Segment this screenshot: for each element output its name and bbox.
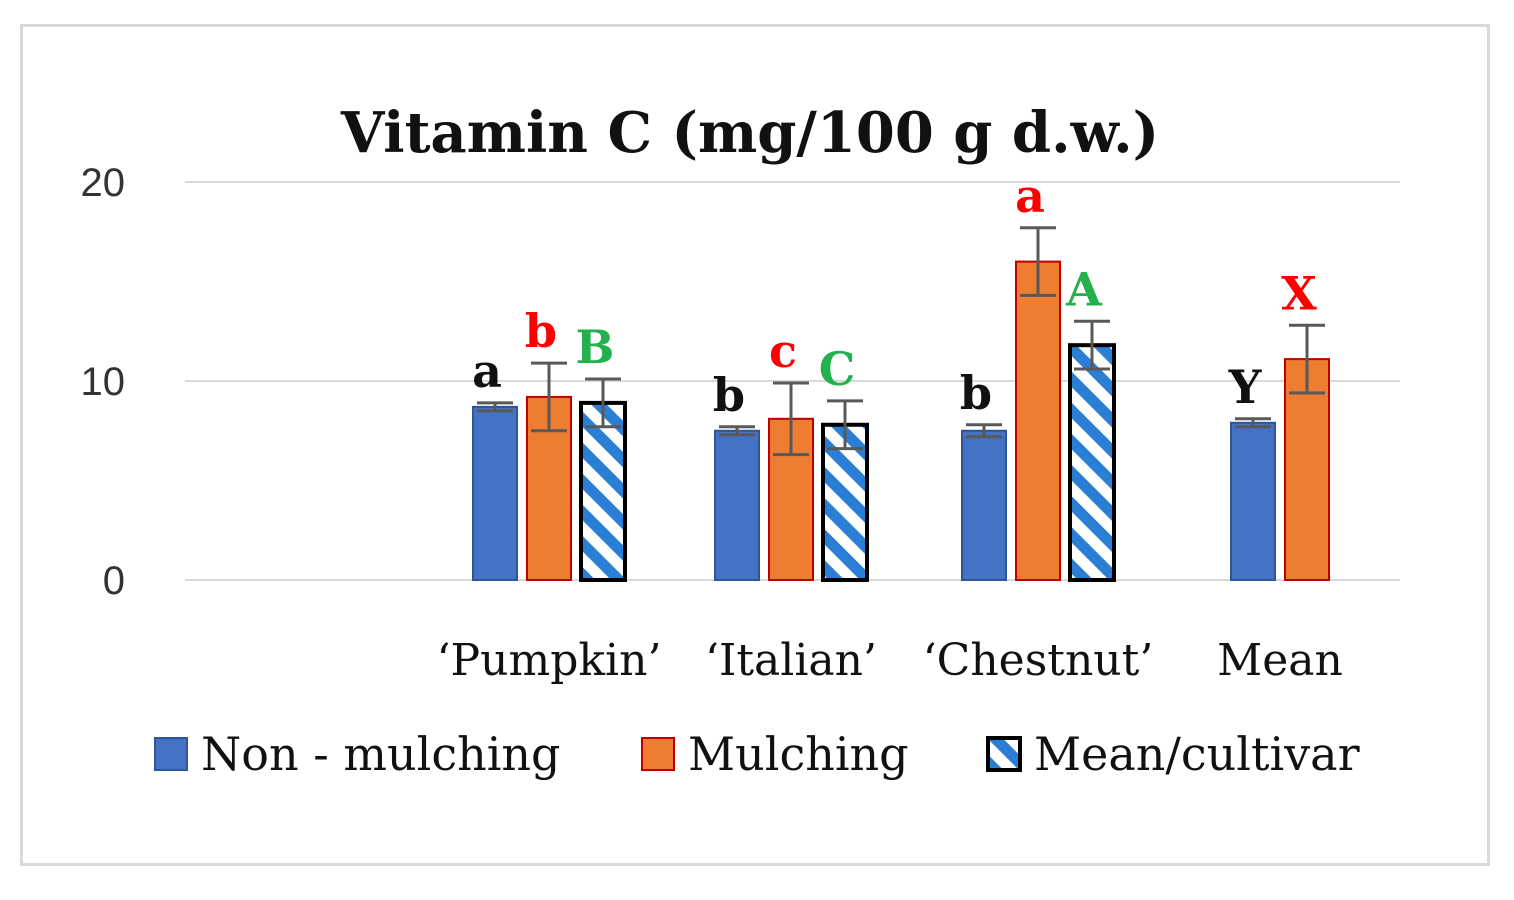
y-tick-label: 10 [81,360,126,404]
bar-0-3 [1230,421,1276,582]
y-tick-label: 20 [81,161,126,205]
category-labels: ‘Pumpkin’ ‘Italian’ ‘Chestnut’ Mean [437,635,1343,686]
significance-label: X [1281,266,1317,320]
y-tick-label: 0 [103,559,125,603]
legend-label: Mulching [688,727,909,781]
category-label: ‘Pumpkin’ [437,635,662,686]
significance-label: a [472,344,502,398]
legend-swatch [154,737,188,771]
significance-label: a [1015,169,1045,223]
legend-swatch [641,737,675,771]
bar-2-0 [579,400,627,583]
legend-label: Mean/cultivar [1034,727,1360,781]
significance-label: b [525,304,557,358]
category-label: Mean [1217,635,1343,686]
legend-label: Non - mulching [201,727,561,781]
significance-label: b [713,368,745,422]
y-axis-ticks: 0 10 20 [81,161,126,603]
significance-label: A [1065,262,1103,316]
significance-label: c [769,324,797,378]
bar-1-3 [1284,358,1330,581]
legend-swatch [986,736,1022,772]
bar-0-0 [472,405,518,581]
category-label: ‘Italian’ [705,635,877,686]
significance-label: C [819,342,856,396]
significance-label: b [960,366,992,420]
legend: Non - mulching Mulching Mean/cultivar [154,727,1360,781]
chart-title: Vitamin C (mg/100 g d.w.) [340,100,1159,166]
bar-0-2 [961,429,1007,581]
significance-label: Y [1228,360,1263,414]
bar-2-2 [1068,343,1116,582]
bar-1-2 [1015,260,1061,581]
category-label: ‘Chestnut’ [923,635,1154,686]
bar-0-1 [714,429,760,581]
significance-label: B [576,320,615,374]
